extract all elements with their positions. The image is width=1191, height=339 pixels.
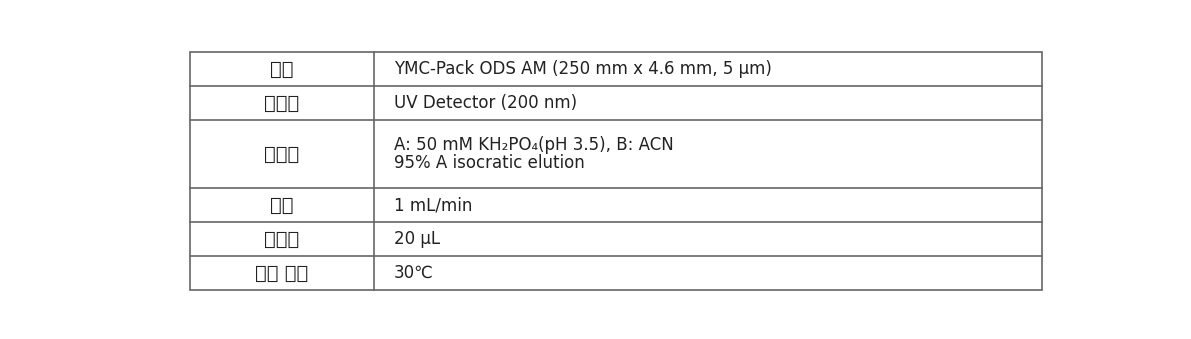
Text: YMC-Pack ODS AM (250 mm x 4.6 mm, 5 μm): YMC-Pack ODS AM (250 mm x 4.6 mm, 5 μm) <box>394 60 772 78</box>
Text: 95% A isocratic elution: 95% A isocratic elution <box>394 154 585 173</box>
Text: 20 μL: 20 μL <box>394 230 439 248</box>
Text: 이동상: 이동상 <box>264 145 300 164</box>
Text: A: 50 mM KH₂PO₄(pH 3.5), B: ACN: A: 50 mM KH₂PO₄(pH 3.5), B: ACN <box>394 136 674 154</box>
Text: 쳨럼: 쳨럼 <box>270 60 294 79</box>
Text: 유속: 유속 <box>270 196 294 215</box>
Text: 1 mL/min: 1 mL/min <box>394 196 473 214</box>
Text: 쳨럼 온도: 쳨럼 온도 <box>255 263 308 282</box>
Text: UV Detector (200 nm): UV Detector (200 nm) <box>394 94 576 112</box>
Text: 30℃: 30℃ <box>394 264 434 282</box>
Text: 주입량: 주입량 <box>264 230 300 248</box>
Text: 검출기: 검출기 <box>264 94 300 113</box>
